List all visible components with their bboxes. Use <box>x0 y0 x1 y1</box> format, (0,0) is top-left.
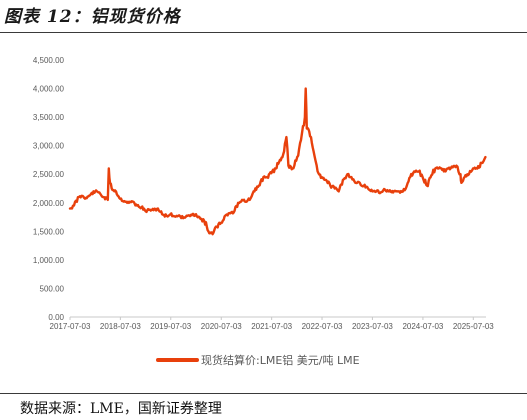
y-tick-label: 3,000.00 <box>33 142 65 151</box>
x-tick-label: 2019-07-03 <box>150 322 191 331</box>
source-rule <box>0 393 527 394</box>
y-tick-label: 4,000.00 <box>33 85 65 94</box>
source-note: 数据来源：LME，国新证券整理 <box>20 401 222 417</box>
y-axis: 4,500.00 4,000.00 3,500.00 3,000.00 2,500.00… <box>33 56 65 322</box>
y-tick-label: 0.00 <box>48 313 64 322</box>
x-axis: 2017-07-03 2018-07-03 2019-07-03 2020-07-03… <box>50 316 494 331</box>
x-tick-label: 2023-07-03 <box>352 322 393 331</box>
legend-label: 现货结算价:LME铝 美元/吨 LME <box>201 353 360 367</box>
chart: 4,500.00 4,000.00 3,500.00 3,000.00 2,500.00… <box>33 56 494 367</box>
x-tick-label: 2018-07-03 <box>100 322 141 331</box>
legend: 现货结算价:LME铝 美元/吨 LME <box>156 353 360 367</box>
y-tick-label: 500.00 <box>40 284 65 293</box>
y-tick-label: 1,000.00 <box>33 256 65 265</box>
y-tick-label: 3,500.00 <box>33 113 65 122</box>
x-tick-label: 2020-07-03 <box>201 322 242 331</box>
plot-area <box>68 87 487 236</box>
x-tick-label: 2017-07-03 <box>50 322 91 331</box>
title-rule <box>0 32 527 33</box>
x-tick-label: 2021-07-03 <box>251 322 292 331</box>
y-tick-label: 1,500.00 <box>33 227 65 236</box>
y-tick-label: 2,500.00 <box>33 170 65 179</box>
figure-title: 图表 12：铝现货价格 <box>4 7 181 27</box>
series-line <box>68 87 487 236</box>
x-tick-label: 2022-07-03 <box>302 322 343 331</box>
x-tick-label: 2024-07-03 <box>402 322 443 331</box>
y-tick-label: 4,500.00 <box>33 56 65 65</box>
x-tick-label: 2025-07-03 <box>453 322 494 331</box>
y-tick-label: 2,000.00 <box>33 199 65 208</box>
